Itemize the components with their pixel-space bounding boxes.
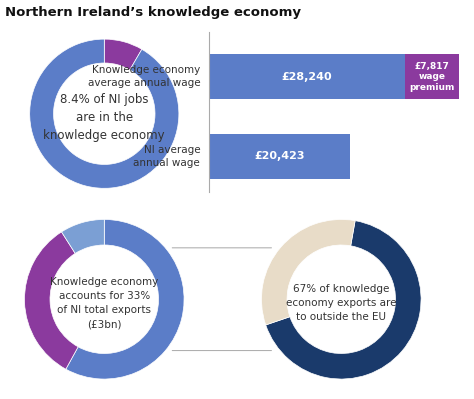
- Text: 8.4% of NI jobs
are in the
knowledge economy: 8.4% of NI jobs are in the knowledge eco…: [44, 93, 165, 142]
- Wedge shape: [66, 219, 184, 379]
- Text: NI average
annual wage: NI average annual wage: [134, 145, 200, 168]
- Text: Knowledge economy
accounts for 33%
of NI total exports
(£3bn): Knowledge economy accounts for 33% of NI…: [50, 277, 158, 329]
- Wedge shape: [266, 221, 421, 379]
- Text: 67% of knowledge
economy exports are
to outside the EU: 67% of knowledge economy exports are to …: [286, 284, 397, 322]
- Text: Northern Ireland’s knowledge economy: Northern Ireland’s knowledge economy: [5, 6, 301, 19]
- Wedge shape: [25, 232, 78, 369]
- Text: £20,423: £20,423: [254, 151, 305, 162]
- Text: Knowledge economy
average annual wage: Knowledge economy average annual wage: [88, 65, 200, 88]
- Bar: [209, 54, 405, 99]
- Wedge shape: [104, 39, 142, 70]
- Bar: [209, 134, 350, 179]
- Text: £7,817
wage
premium: £7,817 wage premium: [409, 62, 455, 91]
- Text: £28,240: £28,240: [281, 71, 332, 82]
- Wedge shape: [62, 219, 104, 253]
- Bar: [405, 54, 459, 99]
- Wedge shape: [30, 39, 179, 188]
- Wedge shape: [262, 219, 355, 325]
